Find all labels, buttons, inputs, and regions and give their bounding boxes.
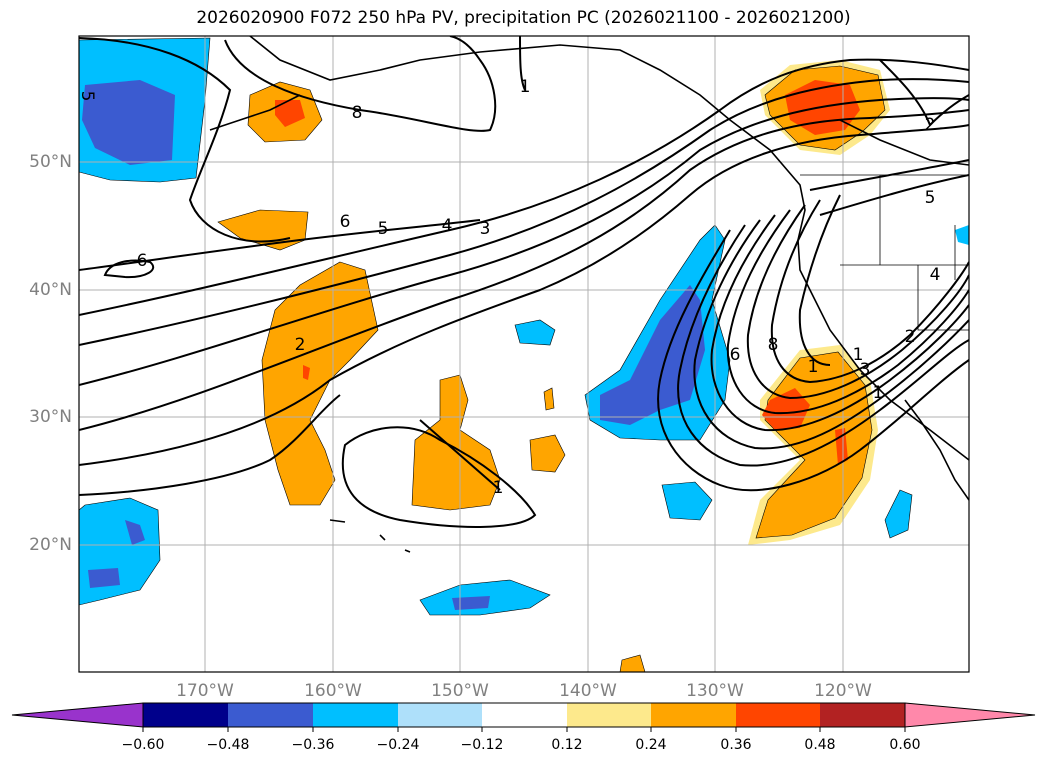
lat-label-20n: 20°N [29,535,72,555]
colorbar-tick-label: 0.24 [635,737,667,753]
contour-label: 5 [925,188,936,208]
neg-anomaly-sw [79,497,161,606]
coastlines [209,36,969,553]
neg-anomaly-nw-core [82,80,175,165]
contour-label: 8 [352,103,363,123]
colorbar-tick-label: 0.36 [720,737,752,753]
contour-label: 6 [137,251,148,271]
neg-anomaly-sw-core [88,520,145,588]
contour-label: 6 [730,345,741,365]
colorbar-tick-label: 0.48 [804,737,836,753]
colorbar-swatch [567,703,651,727]
contour-labels: 5 8 1 2 6 5 4 3 6 2 1 6 8 1 3 1 1 5 4 2 [77,77,940,498]
lat-label-50n: 50°N [29,152,72,172]
colorbar-tick-label: −0.12 [460,737,504,753]
contour-label: 1 [873,383,884,403]
lon-label-170w: 170°W [176,681,234,701]
colorbar [11,702,1036,732]
lon-label-130w: 130°W [686,681,744,701]
pos-anomaly-small-3 [619,654,646,672]
pos-anomaly-central [411,374,501,511]
neg-anomaly-small-3 [884,489,913,539]
colorbar-tick-label: −0.48 [206,737,250,753]
colorbar-extend-left [11,702,144,728]
contour-label: 1 [808,357,819,377]
colorbar-tick-label: 0.60 [889,737,921,753]
contour-label: 5 [77,91,97,102]
colorbar-tick-label: −0.60 [121,737,165,753]
contour-label: 1 [853,345,864,365]
contour-label: 3 [480,219,491,239]
contour-label: 4 [930,265,941,285]
contour-label: 1 [520,77,531,97]
lat-label-30n: 30°N [29,407,72,427]
colorbar-swatch [651,703,736,727]
colorbar-swatch [736,703,820,727]
neg-anomaly-south-core [452,596,490,610]
colorbar-tick-label: 0.12 [551,737,583,753]
contour-label: 3 [860,360,871,380]
contour-label: 8 [768,335,779,355]
colorbar-swatch [482,703,567,727]
contour-label: 2 [295,335,306,355]
pos-anomaly-east-core [762,388,848,465]
neg-anomaly-small-2 [661,481,713,521]
borders [800,174,969,331]
contour-label: 1 [493,478,504,498]
contour-label: 4 [442,216,453,236]
lon-label-120w: 120°W [814,681,872,701]
colorbar-swatch [228,703,313,727]
map-frame [78,35,970,673]
contour-label: 6 [340,212,351,232]
graticule [79,36,969,672]
pos-anomaly-midwest-core [303,365,310,380]
pos-anomaly-alaska-core [275,100,305,127]
colorbar-swatch [398,703,482,727]
contour-label: 2 [905,327,916,347]
pos-anomaly-small-2 [543,387,555,411]
lon-label-160w: 160°W [304,681,362,701]
contour-label: 2 [925,115,936,135]
precip-fill-layer [79,37,969,672]
contour-label: 5 [378,219,389,239]
pv-contours [79,36,969,528]
pos-anomaly-small-1 [529,434,566,473]
colorbar-swatch [143,703,228,727]
colorbar-tick-label: −0.36 [291,737,335,753]
colorbar-tick-label: −0.24 [376,737,420,753]
neg-anomaly-small-1 [514,319,556,346]
map-title: 2026020900 F072 250 hPa PV, precipitatio… [196,8,851,28]
colorbar-swatch [313,703,398,727]
lon-label-140w: 140°W [559,681,617,701]
lat-label-40n: 40°N [29,280,72,300]
colorbar-swatch [820,703,905,727]
neg-anomaly-small-4 [955,225,969,245]
lon-label-150w: 150°W [431,681,489,701]
colorbar-extend-right [904,702,1036,728]
